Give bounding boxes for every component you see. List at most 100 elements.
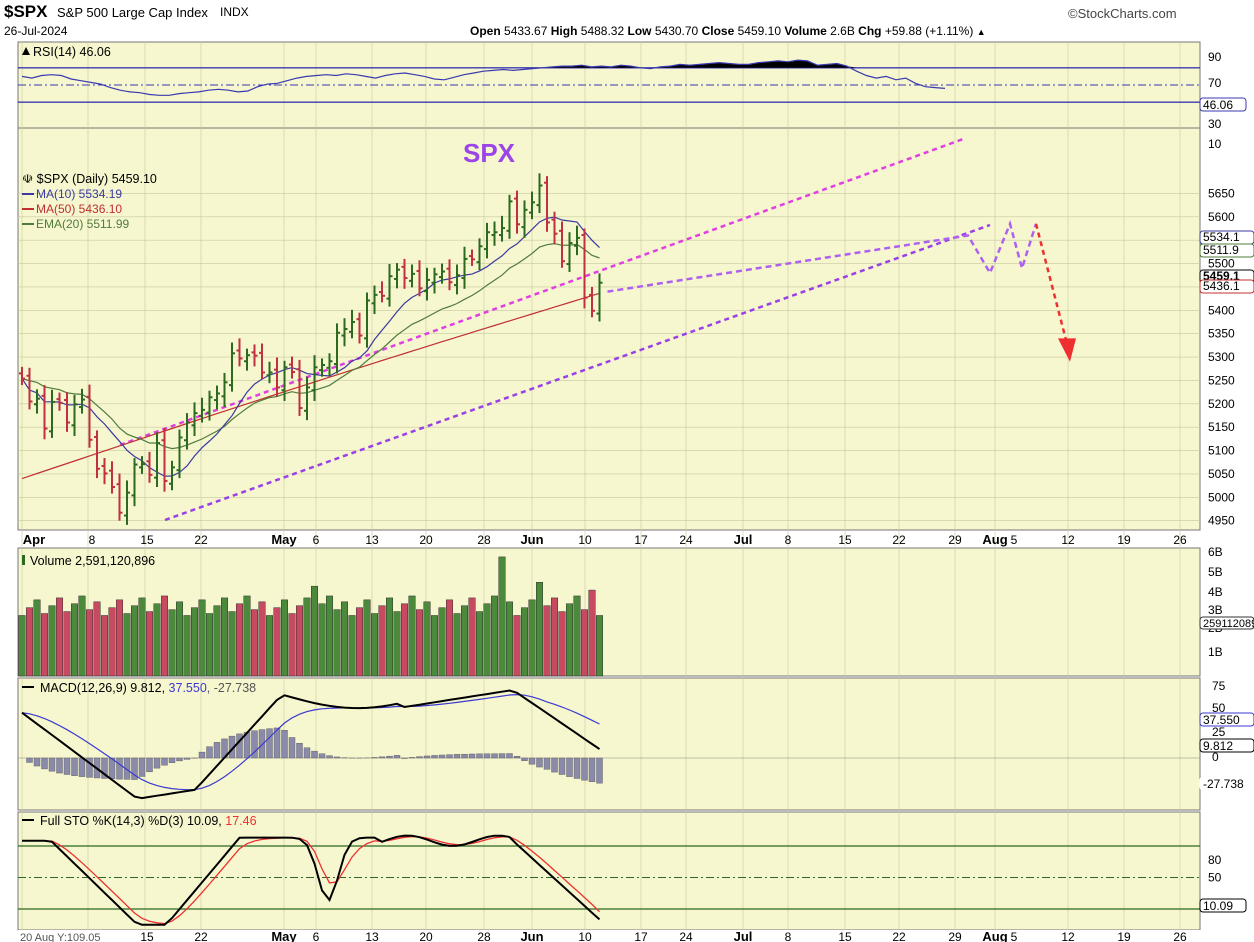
volume-bar-18 [153,603,161,677]
volume-bar-26 [213,605,221,677]
volume-bar-48 [378,605,386,677]
price-value-tag-1: 5511.9 [1203,243,1239,257]
price-tick-label-3: 5100 [1208,444,1235,458]
low-label: Low [627,24,652,38]
volume-bar-19 [161,595,168,677]
price-bar-58 [454,264,460,295]
sto-value-tag: 10.09 [1203,899,1233,913]
volume-bar-42 [333,609,341,677]
price-bar-74 [574,225,580,256]
price-value-tag-bg-1 [1199,243,1254,258]
volume-bar-77 [596,615,603,677]
volume-bar-9 [86,609,93,677]
volume-bar-59 [461,605,468,677]
price-bar-75 [581,228,588,309]
x-label-21: 19 [1117,533,1131,547]
volume-bar-33 [266,615,273,677]
price-bar-53 [416,260,423,297]
volume-bar-10 [93,601,101,677]
price-bar-49 [386,264,393,307]
price-bar-56 [439,263,445,284]
price-bar-12 [109,461,115,494]
price-tick-label-1: 5000 [1208,490,1235,504]
macd-hist-bar-7 [71,757,78,776]
rsi-tick-label-1: 70 [1208,76,1222,90]
bottom-x-label-5: 6 [313,930,320,942]
date: 26-Jul-2024 [4,24,68,38]
price-bar-5 [56,392,63,411]
price-bar-60 [469,249,475,266]
volume-bar-45 [356,607,363,677]
macd-hist-bar-18 [153,757,161,769]
rsi-tick-label-2: 30 [1208,117,1222,131]
volume-bar-53 [416,609,423,677]
price-bar-14 [124,480,130,525]
price-bar-0 [19,366,25,386]
price-bar-37 [296,359,303,416]
price-bar-2 [34,389,40,414]
projection-arrow-line [1034,223,1070,349]
macd-hist-bar-32 [258,729,266,759]
macd-line [21,689,601,800]
price-bar-6 [64,392,70,432]
volume-bar-1 [26,607,33,677]
macd-hist-bar-65 [506,753,513,759]
volume-bar-5 [56,597,63,677]
macd-hist-bar-67 [521,757,528,761]
volume-bar-24 [198,599,206,677]
macd-hist-bar-21 [176,757,183,762]
macd-hist-bar-29 [236,733,243,759]
macd-hist-bar-52 [408,757,416,759]
price-tick-label-14: 5650 [1208,186,1235,200]
volume-bar-41 [326,595,333,677]
bottom-note: 20 Aug Y:109.05 [20,932,101,942]
macd-hist-bar-19 [161,757,168,766]
volume-bar-17 [146,611,153,677]
volume-bar-3 [41,613,48,677]
chg-value: +59.88 (+1.11%) [884,24,974,38]
panel-sto-background [17,811,1201,931]
bottom-x-label-19: 5 [1011,930,1018,942]
price-bar-61 [476,238,483,271]
volume-bar-8 [78,595,86,677]
macd-tick-label-3: 0 [1212,750,1219,764]
price-bar-65 [506,194,513,239]
macd-hist-bar-39 [311,750,318,759]
macd-hist-bar-12 [108,757,116,780]
price-bar-29 [236,338,243,367]
bottom-x-label-7: 20 [419,930,433,942]
price-bar-24 [199,397,205,423]
symbol: $SPX [4,2,48,21]
ohlc-readout: Open 5433.67 High 5488.32 Low 5430.70 Cl… [470,24,986,38]
volume-bar-51 [401,603,408,677]
volume-value-tag-bg [1199,616,1254,630]
x-label-16: 22 [892,533,906,547]
macd-hist-bar-58 [453,754,461,759]
bottom-x-label-18: Aug [982,929,1007,942]
volume-value-tag: 2591120896 [1203,618,1254,630]
macd-hist-bar-20 [168,757,176,763]
rsi-legend: RSI(14) 46.06 [33,45,111,59]
macd-hist-bar-33 [266,728,273,759]
x-label-12: 24 [679,533,693,547]
macd-hist-bar-55 [431,755,438,759]
macd-hist-bar-76 [588,757,596,782]
x-label-8: 28 [477,533,491,547]
bottom-x-label-22: 26 [1173,930,1187,942]
volume-bar-21 [176,601,183,677]
volume-bar-36 [288,613,296,677]
volume-bar-11 [101,615,108,677]
rsi-line [21,59,946,96]
price-bar-33 [266,361,273,384]
volume-legend-icon [22,555,25,565]
price-bar-27 [221,372,228,408]
price-bar-22 [184,413,190,450]
price-bar-50 [394,263,400,289]
volume-bar-60 [468,597,476,677]
price-bar-10 [94,430,100,479]
volume-bar-52 [408,595,416,677]
price-bar-8 [79,388,85,414]
x-label-9: Jun [520,532,543,547]
volume-bar-38 [303,597,311,677]
x-label-19: 5 [1011,533,1018,547]
